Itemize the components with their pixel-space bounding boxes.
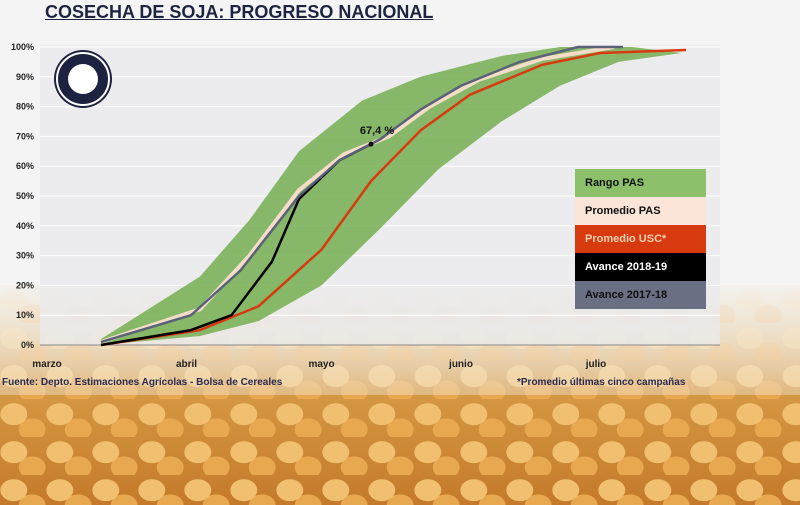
x-tick-label: abril [176,359,197,370]
bolsa-de-cereales-logo [56,52,110,106]
source-note: Fuente: Depto. Estimaciones Agrícolas - … [2,377,283,388]
series-avance-2017-18 [100,45,623,344]
legend-item: Promedio PAS [575,197,706,225]
y-tick-label: 90% [16,72,34,82]
annotation-label: 67,4 % [360,125,394,137]
x-tick-label: marzo [32,359,61,370]
y-tick-label: 0% [21,340,34,350]
series-promedio-usc- [100,48,687,347]
y-tick-label: 80% [16,102,34,112]
y-tick-label: 100% [11,42,34,52]
y-tick-label: 60% [16,161,34,171]
legend-item: Avance 2017-18 [575,281,706,309]
y-tick-label: 40% [16,221,34,231]
y-tick-label: 70% [16,131,34,141]
y-tick-label: 10% [16,310,34,320]
y-tick-label: 30% [16,251,34,261]
y-tick-label: 20% [16,280,34,290]
x-tick-label: julio [585,359,607,370]
chart-title: COSECHA DE SOJA: PROGRESO NACIONAL [45,2,434,22]
legend-item: Promedio USC* [575,225,706,253]
legend-item: Rango PAS [575,169,706,197]
footnote: *Promedio últimas cinco campañas [517,377,686,388]
y-tick-label: 50% [16,191,34,201]
x-tick-label: mayo [308,359,334,370]
end-point-2018-19 [368,141,374,147]
legend-item: Avance 2018-19 [575,253,706,281]
band-rango-pas [101,47,682,345]
x-tick-label: junio [448,359,473,370]
legend: Rango PAS Promedio PAS Promedio USC* Avance… [575,169,706,309]
